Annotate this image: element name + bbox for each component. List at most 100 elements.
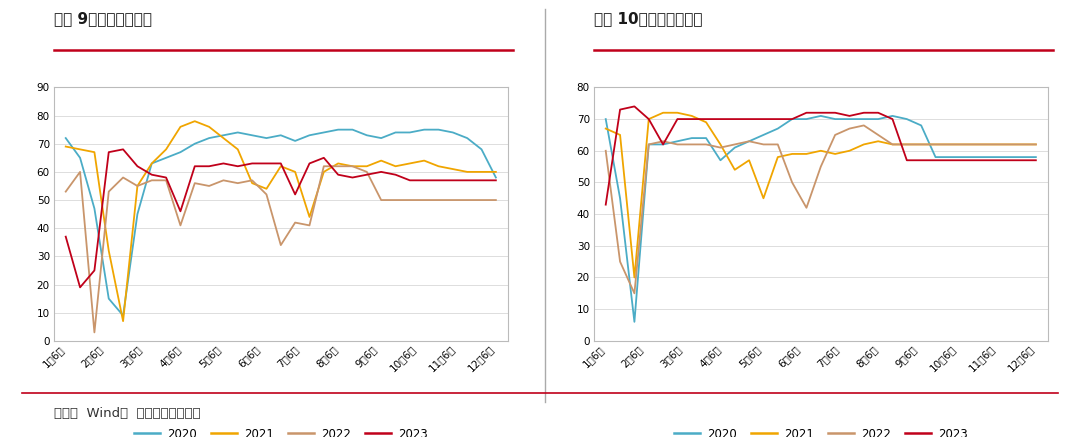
2022 [446,198,459,203]
2021 [288,169,301,174]
2023 [599,202,612,207]
2020 [700,135,713,141]
2021 [231,147,244,152]
2021 [643,116,656,121]
2022 [489,198,502,203]
2020 [613,196,626,201]
2020 [332,127,345,132]
2022 [943,142,956,147]
2023 [231,163,244,169]
2021 [346,163,359,169]
2023 [643,116,656,121]
2020 [814,113,827,118]
2022 [160,178,173,183]
2020 [346,127,359,132]
2020 [800,116,813,121]
2023 [1001,158,1014,163]
2022 [245,178,258,183]
2021 [958,142,971,147]
2020 [1015,154,1028,160]
2023 [332,172,345,177]
2021 [361,163,374,169]
2021 [475,169,488,174]
2020 [245,133,258,138]
2020 [418,127,431,132]
2022 [743,139,756,144]
2023 [714,116,727,121]
2023 [188,163,201,169]
2021 [972,142,985,147]
2020 [599,116,612,121]
2022 [103,189,116,194]
Legend: 2020, 2021, 2022, 2023: 2020, 2021, 2022, 2023 [670,423,972,437]
2022 [361,169,374,174]
2022 [117,175,130,180]
2021 [872,139,885,144]
2020 [274,133,287,138]
2021 [174,124,187,129]
Line: 2021: 2021 [66,121,496,321]
2021 [943,142,956,147]
2022 [757,142,770,147]
2023 [203,163,216,169]
2023 [131,163,144,169]
2023 [1015,158,1028,163]
2020 [785,116,798,121]
2020 [1029,154,1042,160]
2021 [274,163,287,169]
2020 [828,116,841,121]
2021 [858,142,870,147]
2022 [728,142,741,147]
Line: 2023: 2023 [66,149,496,288]
2021 [131,184,144,189]
2020 [858,116,870,121]
2022 [700,142,713,147]
2023 [432,178,445,183]
2021 [160,147,173,152]
2022 [146,178,159,183]
2021 [700,120,713,125]
2022 [332,163,345,169]
2023 [260,161,273,166]
2021 [757,196,770,201]
2020 [743,139,756,144]
2021 [203,124,216,129]
2021 [73,147,86,152]
2020 [188,141,201,146]
2022 [432,198,445,203]
2022 [418,198,431,203]
2023 [489,178,502,183]
Line: 2023: 2023 [606,106,1036,205]
2020 [203,135,216,141]
2022 [599,148,612,153]
Text: 来源：  Wind，  广金期货研究中心: 来源： Wind， 广金期货研究中心 [54,406,201,420]
2022 [714,145,727,150]
2021 [800,151,813,156]
2022 [771,142,784,147]
2021 [389,163,402,169]
2020 [686,135,699,141]
2023 [915,158,928,163]
2022 [73,169,86,174]
2020 [475,147,488,152]
2021 [686,113,699,118]
2021 [743,158,756,163]
2021 [671,110,684,115]
Line: 2022: 2022 [606,125,1036,293]
2022 [671,142,684,147]
2023 [117,147,130,152]
2023 [403,178,416,183]
2022 [872,132,885,138]
2023 [303,161,316,166]
2023 [174,209,187,214]
2021 [785,151,798,156]
2023 [389,172,402,177]
2023 [103,149,116,155]
2022 [87,330,100,335]
2021 [828,151,841,156]
2020 [1001,154,1014,160]
2021 [489,169,502,174]
2020 [303,133,316,138]
2022 [657,139,670,144]
2021 [432,163,445,169]
